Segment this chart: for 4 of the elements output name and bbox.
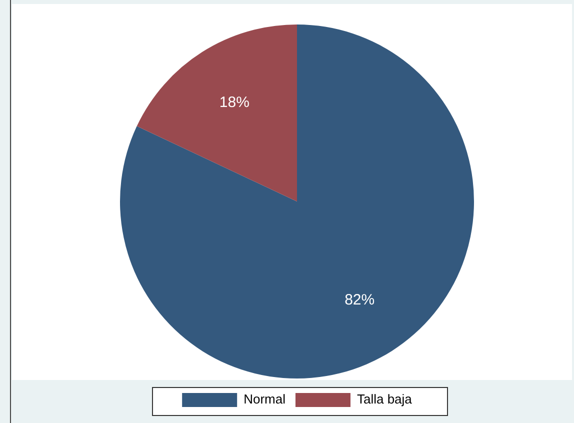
legend-label: Talla baja [356,392,413,407]
data-label: 18% [219,94,250,112]
legend-label: Normal [244,392,286,407]
data-label: 82% [344,291,375,308]
